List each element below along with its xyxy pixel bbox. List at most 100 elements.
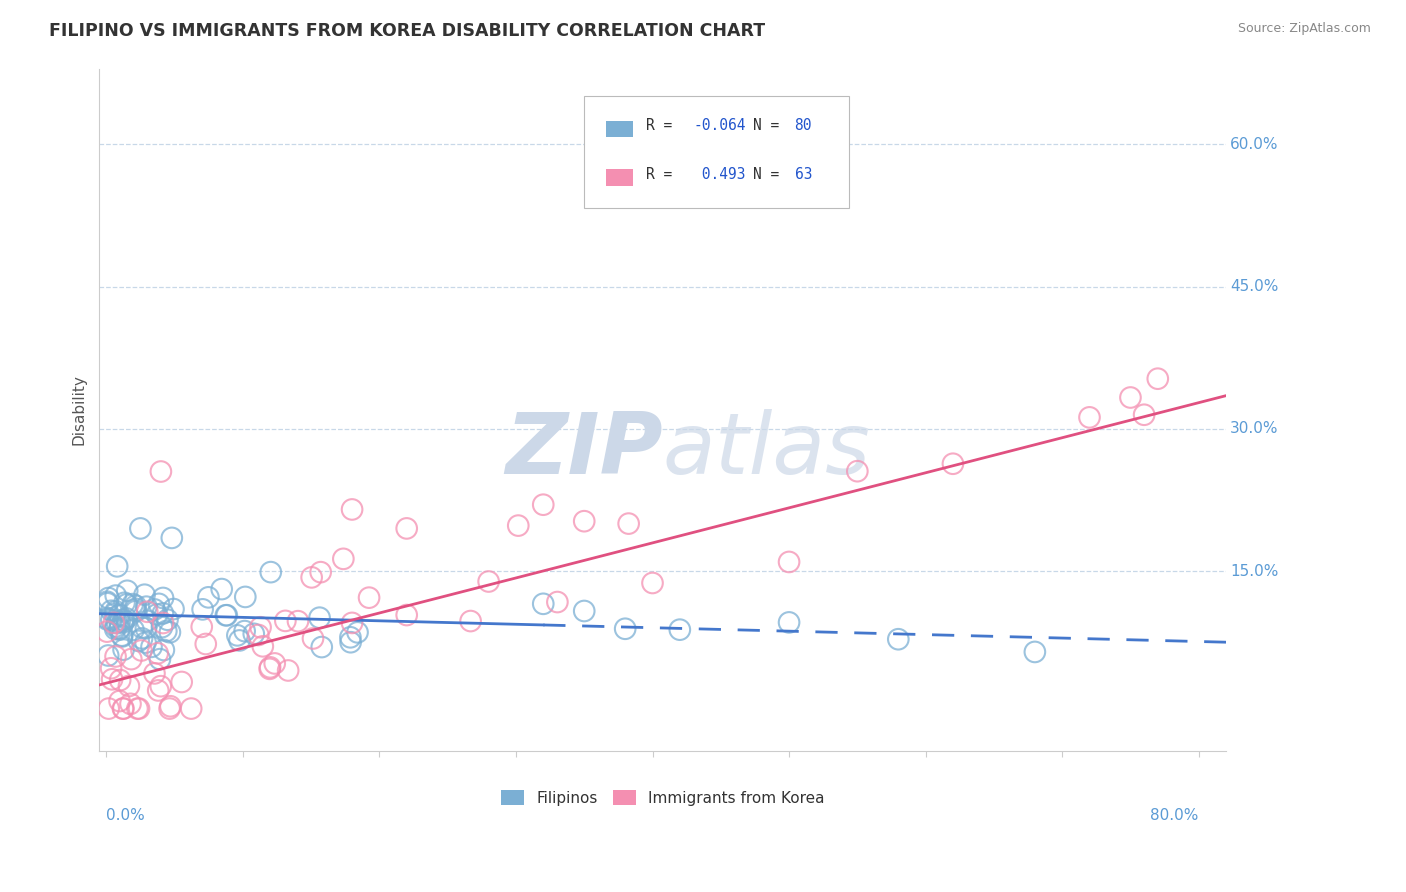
Point <box>111 629 134 643</box>
Point <box>942 457 965 471</box>
Point <box>395 608 418 623</box>
Point <box>97 648 120 663</box>
Point <box>252 640 274 654</box>
Point <box>128 634 150 648</box>
Point <box>226 628 249 642</box>
Point <box>339 630 361 644</box>
Point <box>104 619 127 633</box>
Point <box>134 588 156 602</box>
Point <box>277 664 299 678</box>
FancyBboxPatch shape <box>606 120 634 137</box>
Point <box>194 637 217 651</box>
Point <box>778 555 800 569</box>
Point <box>131 643 153 657</box>
Point <box>118 679 141 693</box>
Point <box>1024 645 1046 659</box>
Point <box>233 590 256 604</box>
Point <box>162 602 184 616</box>
Point <box>114 596 136 610</box>
Point <box>614 622 637 636</box>
Point <box>309 565 332 579</box>
Point <box>128 701 150 715</box>
Point <box>1078 410 1101 425</box>
Point <box>249 620 271 634</box>
Point <box>125 604 148 618</box>
Point <box>159 699 181 714</box>
Point <box>197 591 219 605</box>
Point <box>148 597 170 611</box>
Point <box>96 595 118 609</box>
Point <box>263 657 285 671</box>
Point <box>115 611 138 625</box>
Point <box>104 607 127 621</box>
Point <box>108 673 131 687</box>
Point <box>111 701 134 715</box>
Y-axis label: Disability: Disability <box>72 375 86 445</box>
Point <box>311 640 333 654</box>
FancyBboxPatch shape <box>583 95 849 209</box>
Point <box>131 632 153 646</box>
Point <box>96 596 118 610</box>
Point <box>301 570 323 584</box>
Point <box>105 559 128 574</box>
Point <box>96 612 118 626</box>
Point <box>129 521 152 535</box>
Text: 45.0%: 45.0% <box>1230 279 1278 294</box>
Point <box>143 602 166 616</box>
Point <box>287 614 309 628</box>
Point <box>191 602 214 616</box>
Text: N =: N = <box>752 118 787 133</box>
Point <box>100 613 122 627</box>
Point <box>143 666 166 681</box>
Point <box>159 625 181 640</box>
Point <box>108 621 131 635</box>
Point <box>152 607 174 621</box>
Point <box>104 589 127 603</box>
Point <box>846 464 869 478</box>
Point <box>180 701 202 715</box>
Point <box>460 614 482 628</box>
Point <box>156 613 179 627</box>
Point <box>115 583 138 598</box>
Point <box>127 701 149 715</box>
Point <box>274 614 297 628</box>
Point <box>108 607 131 622</box>
Point <box>682 142 704 156</box>
Point <box>887 632 910 647</box>
Text: -0.064: -0.064 <box>693 118 745 133</box>
Point <box>108 623 131 637</box>
Point <box>233 624 256 639</box>
Point <box>159 701 181 715</box>
Text: 15.0%: 15.0% <box>1230 564 1278 579</box>
Point <box>228 633 250 648</box>
Point <box>170 675 193 690</box>
Point <box>478 574 501 589</box>
Point <box>112 615 135 630</box>
Point <box>302 632 325 646</box>
Point <box>100 661 122 675</box>
Point <box>152 591 174 605</box>
Point <box>152 615 174 630</box>
Text: ZIP: ZIP <box>505 409 662 492</box>
Text: R =: R = <box>645 118 681 133</box>
Point <box>160 531 183 545</box>
Text: 63: 63 <box>794 167 813 182</box>
Text: 0.0%: 0.0% <box>107 808 145 823</box>
Point <box>617 516 640 531</box>
Point <box>104 604 127 618</box>
Text: 80: 80 <box>794 118 813 133</box>
Point <box>153 643 176 657</box>
Point <box>112 614 135 628</box>
Point <box>1119 391 1142 405</box>
Point <box>247 628 270 642</box>
Point <box>96 624 118 639</box>
Point <box>103 615 125 630</box>
Point <box>101 673 124 687</box>
Point <box>395 521 418 535</box>
Text: Source: ZipAtlas.com: Source: ZipAtlas.com <box>1237 22 1371 36</box>
Point <box>149 465 172 479</box>
Point <box>148 683 170 698</box>
Point <box>122 623 145 637</box>
Point <box>332 552 354 566</box>
Point <box>259 662 281 676</box>
